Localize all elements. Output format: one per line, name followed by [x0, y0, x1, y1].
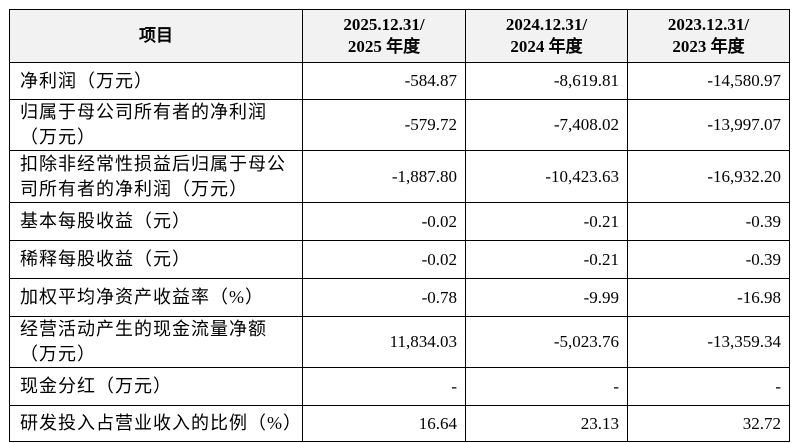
header-line: 2025 年度: [347, 37, 421, 56]
value-cell: -1,887.80: [302, 150, 466, 203]
row-label: 加权平均净资产收益率（%）: [9, 278, 303, 317]
value-cell: -13,997.07: [627, 99, 790, 151]
value-cell: 11,834.03: [302, 316, 466, 368]
table-row: 经营活动产生的现金流量净额（万元） 11,834.03 -5,023.76 -13,3…: [9, 316, 790, 368]
value-cell: -579.72: [302, 99, 466, 151]
value-cell: -8,619.81: [465, 62, 628, 100]
header-line: 2023 年度: [672, 37, 745, 56]
value-cell: -: [302, 367, 466, 406]
value-cell: 23.13: [465, 405, 628, 442]
value-cell: 16.64: [302, 405, 466, 442]
value-cell: -0.02: [302, 202, 466, 241]
header-line: 2024 年度: [510, 37, 583, 56]
financial-table: 项目 2025.12.31/2025 年度 2024.12.31/2024 年度 20…: [9, 9, 790, 442]
table-row: 归属于母公司所有者的净利润（万元） -579.72 -7,408.02 -13,997…: [9, 99, 790, 151]
table-row: 稀释每股收益（元） -0.02 -0.21 -0.39: [9, 240, 790, 279]
value-cell: -0.02: [302, 240, 466, 279]
row-label: 归属于母公司所有者的净利润（万元）: [9, 99, 303, 151]
header-line: 2024.12.31/: [505, 15, 588, 34]
value-cell: -: [627, 367, 790, 406]
table-row: 净利润（万元） -584.87 -8,619.81 -14,580.97: [9, 62, 790, 100]
table-row: 扣除非经常性损益后归属于母公司所有者的净利润（万元） -1,887.80 -10,4…: [9, 150, 790, 203]
header-cell: 2023.12.31/2023 年度: [627, 9, 790, 63]
header-row: 项目 2025.12.31/2025 年度 2024.12.31/2024 年度 20…: [9, 9, 790, 63]
value-cell: 32.72: [627, 405, 790, 442]
row-label: 稀释每股收益（元）: [9, 240, 303, 279]
table-row: 基本每股收益（元） -0.02 -0.21 -0.39: [9, 202, 790, 241]
value-cell: -16.98: [627, 278, 790, 317]
value-cell: -10,423.63: [465, 150, 628, 203]
value-cell: -0.21: [465, 240, 628, 279]
row-label: 研发投入占营业收入的比例（%）: [9, 405, 303, 442]
value-cell: -584.87: [302, 62, 466, 100]
value-cell: -: [465, 367, 628, 406]
header-cell: 2025.12.31/2025 年度: [302, 9, 466, 63]
value-cell: -0.39: [627, 202, 790, 241]
row-label: 净利润（万元）: [9, 62, 303, 100]
value-cell: -9.99: [465, 278, 628, 317]
table-row: 加权平均净资产收益率（%） -0.78 -9.99 -16.98: [9, 278, 790, 317]
table-row: 研发投入占营业收入的比例（%） 16.64 23.13 32.72: [9, 405, 790, 442]
value-cell: -16,932.20: [627, 150, 790, 203]
header-line: 2025.12.31/: [343, 15, 425, 34]
value-cell: -0.78: [302, 278, 466, 317]
value-cell: -14,580.97: [627, 62, 790, 100]
row-label: 现金分红（万元）: [9, 367, 303, 406]
value-cell: -0.39: [627, 240, 790, 279]
row-label: 基本每股收益（元）: [9, 202, 303, 241]
value-cell: -13,359.34: [627, 316, 790, 368]
value-cell: -7,408.02: [465, 99, 628, 151]
value-cell: -0.21: [465, 202, 628, 241]
row-label: 经营活动产生的现金流量净额（万元）: [9, 316, 303, 368]
table-body: 净利润（万元） -584.87 -8,619.81 -14,580.97 归属于母公司所…: [9, 62, 790, 442]
row-label: 扣除非经常性损益后归属于母公司所有者的净利润（万元）: [9, 150, 303, 203]
header-cell: 项目: [9, 9, 303, 63]
header-line: 2023.12.31/: [667, 15, 750, 34]
header-cell: 2024.12.31/2024 年度: [465, 9, 628, 63]
table-row: 现金分红（万元） - - -: [9, 367, 790, 406]
value-cell: -5,023.76: [465, 316, 628, 368]
